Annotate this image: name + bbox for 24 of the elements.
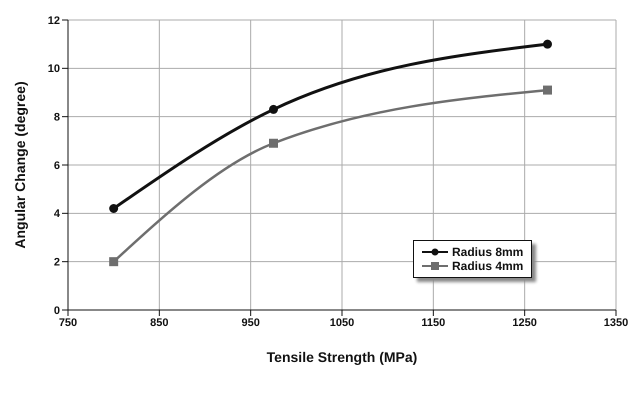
y-tick-label: 12 (48, 14, 60, 27)
x-tick-label: 1050 (330, 316, 354, 329)
point (109, 257, 118, 266)
legend-label: Radius 8mm (452, 245, 524, 259)
x-tick-label: 750 (58, 316, 78, 329)
y-tick-label: 4 (54, 208, 61, 220)
x-tick-label: 1250 (512, 316, 537, 329)
y-tick-label: 6 (54, 160, 60, 172)
y-axis-title: Angular Change (degree) (12, 81, 28, 249)
point (543, 40, 552, 49)
point (269, 138, 278, 148)
x-tick-label: 1150 (421, 316, 446, 329)
legend-label: Radius 4mm (452, 259, 524, 273)
y-tick-label: 8 (54, 112, 60, 124)
y-tick-label: 10 (48, 63, 60, 76)
x-axis-title: Tensile Strength (MPa) (266, 348, 418, 365)
point (109, 204, 118, 213)
y-tick-label: 2 (54, 256, 60, 269)
x-tick-label: 950 (241, 316, 260, 329)
point (543, 86, 552, 95)
x-tick-label: 850 (150, 316, 169, 329)
y-tick-label: 0 (54, 304, 60, 317)
x-tick-label: 1350 (604, 316, 628, 329)
point (269, 104, 278, 114)
